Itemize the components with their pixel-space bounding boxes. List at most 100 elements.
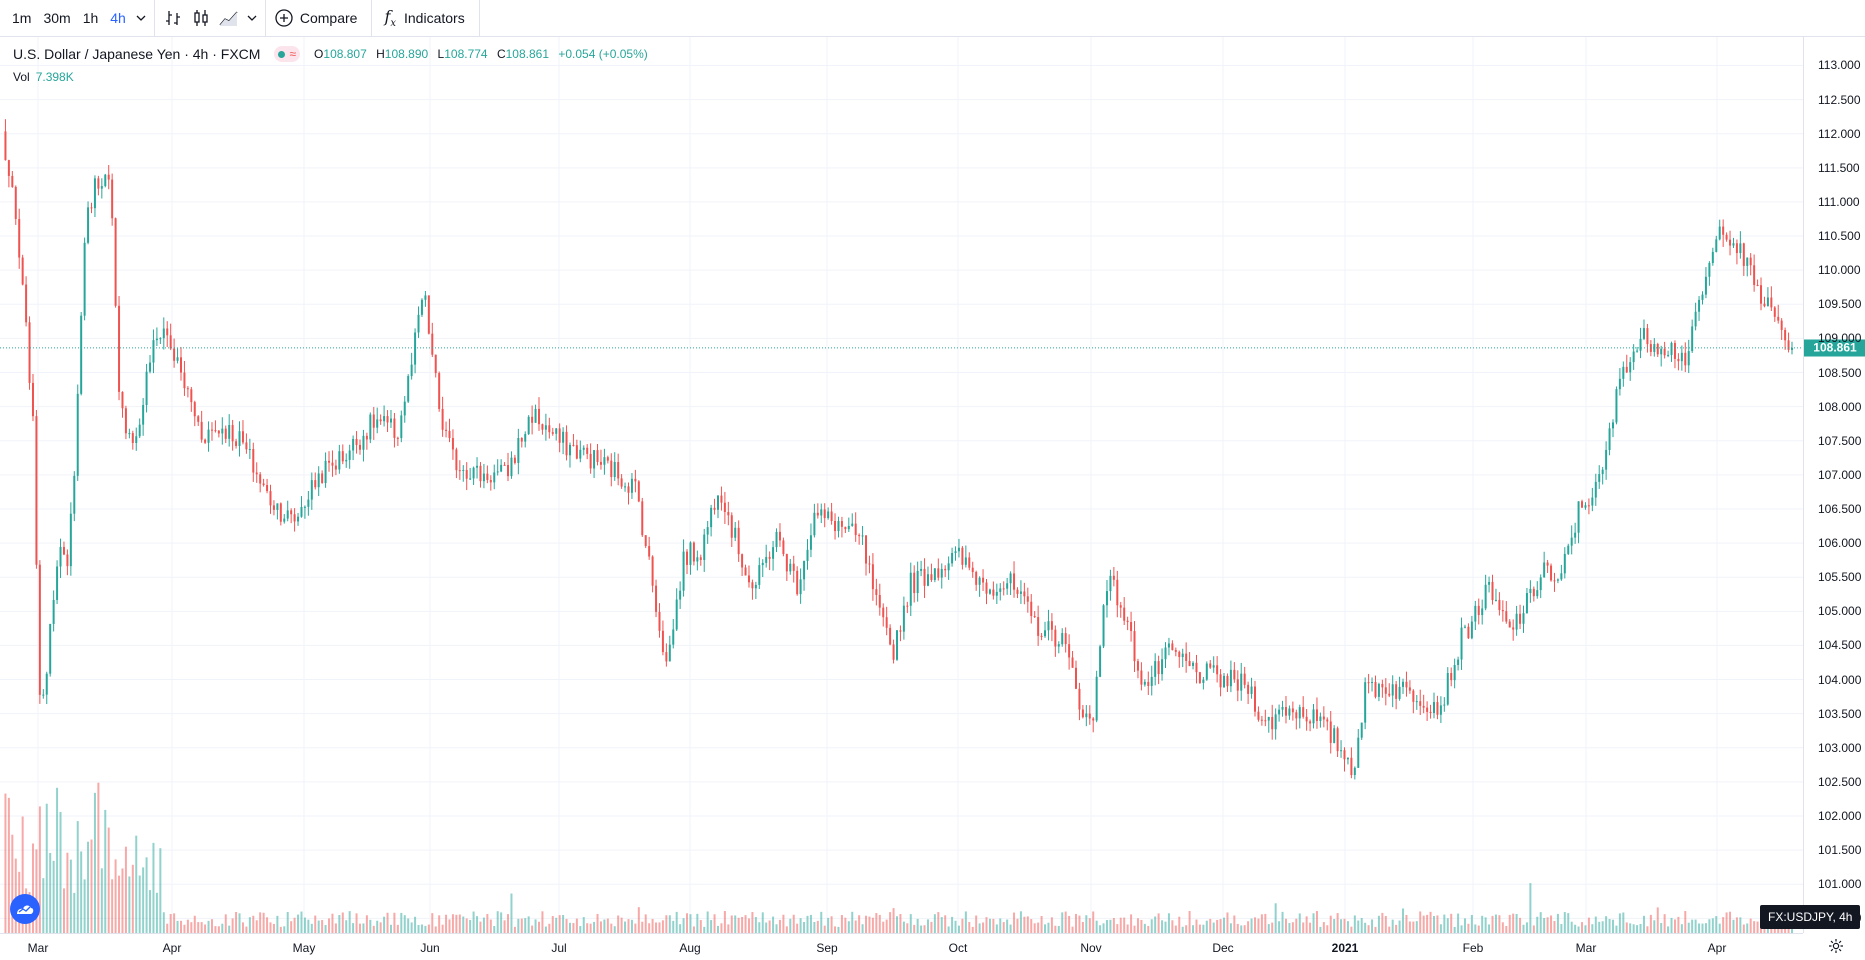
candle-body (190, 389, 193, 403)
volume-bar (761, 912, 764, 933)
chart-pane[interactable] (0, 37, 1803, 933)
volume-bar (624, 921, 627, 933)
candle-body (328, 460, 331, 463)
price-chart[interactable] (0, 37, 1803, 933)
candle-body (118, 305, 121, 392)
candle-body (1494, 599, 1497, 601)
candle-body (1763, 303, 1766, 307)
candle-body (1302, 707, 1305, 717)
volume-histogram (4, 782, 1793, 933)
candle-body (317, 473, 320, 488)
volume-bar (1481, 915, 1484, 933)
candle-body (751, 582, 754, 589)
candle-body (689, 542, 692, 565)
volume-bar (758, 922, 761, 933)
volume-bar (1364, 922, 1367, 933)
candle-body (1061, 633, 1064, 645)
volume-bar (1171, 920, 1174, 933)
volume-bar (686, 913, 689, 933)
candle-body (124, 408, 127, 434)
candle-body (1436, 702, 1439, 715)
volume-bar (283, 926, 286, 933)
volume-bar (1605, 916, 1608, 933)
volume-bar (679, 924, 682, 933)
volume-bar (1054, 925, 1057, 933)
volume-bar (692, 926, 695, 933)
candle-body (458, 470, 461, 472)
volume-bar (438, 915, 441, 933)
candle-body (1264, 720, 1267, 722)
interval-4h-button[interactable]: 4h (110, 10, 126, 26)
volume-label[interactable]: Vol (13, 70, 30, 84)
volume-bar (45, 803, 48, 933)
candle-body (200, 421, 203, 440)
volume-bar (923, 925, 926, 933)
candle-body (297, 516, 300, 522)
volume-bar (1391, 919, 1394, 933)
volume-bar (858, 915, 861, 933)
candle-body (1367, 682, 1370, 684)
volume-bar (909, 914, 912, 933)
candle-body (1570, 537, 1573, 546)
area-icon[interactable] (215, 0, 243, 37)
time-tick-label: Aug (679, 941, 701, 955)
candle-body (1019, 591, 1022, 594)
market-status-badge[interactable]: ≈ (274, 46, 301, 62)
volume-bar (892, 908, 895, 933)
candle-body (1505, 611, 1508, 622)
interval-1h-button[interactable]: 1h (82, 10, 99, 26)
candle-body (1463, 626, 1466, 628)
candle-body (1030, 601, 1033, 617)
volume-bar (1315, 911, 1318, 933)
candle-body (1267, 716, 1270, 721)
volume-bar (210, 919, 213, 933)
volume-bar (775, 924, 778, 933)
candle-body (1023, 591, 1026, 597)
volume-bar (1006, 919, 1009, 933)
plus-circle-icon (275, 9, 293, 27)
price-axis[interactable]: 108.861 113.000 112.500 112.000 111.500 111.… (1803, 37, 1865, 933)
gear-icon[interactable] (1826, 936, 1846, 956)
interval-menu-chevron-down-icon[interactable] (132, 0, 150, 37)
candles-icon[interactable] (187, 0, 215, 37)
volume-bar (1123, 917, 1126, 933)
candle-body (1002, 588, 1005, 590)
chart-type-chevron-down-icon[interactable] (243, 0, 261, 37)
time-axis[interactable]: Mar Apr May Jun Jul Aug Sep Oct Nov Dec 2021 Feb Mar… (0, 933, 1803, 960)
volume-bar (1612, 919, 1614, 933)
indicators-button[interactable]: fx Indicators (376, 0, 474, 37)
volume-bar (1212, 922, 1215, 933)
volume-bar (389, 924, 392, 933)
candle-body (496, 471, 499, 473)
volume-bar (11, 834, 14, 933)
volume-bar (159, 848, 162, 933)
candle-body (407, 376, 410, 402)
candle-body (197, 416, 200, 422)
candle-body (1233, 669, 1236, 680)
candle-body (1749, 257, 1752, 266)
compare-button[interactable]: Compare (270, 0, 368, 37)
candle-body (400, 415, 403, 439)
candle-body (269, 491, 272, 506)
volume-bar (730, 915, 733, 933)
volume-bar (1560, 924, 1563, 933)
interval-30m-button[interactable]: 30m (43, 10, 71, 26)
candle-body (1522, 613, 1525, 624)
volume-bar (1708, 919, 1711, 933)
candle-body (555, 428, 558, 434)
volume-bar (338, 914, 341, 933)
candle-body (1529, 588, 1532, 594)
candle-body (1346, 757, 1349, 760)
candle-body (858, 535, 861, 537)
symbol-title[interactable]: U.S. Dollar / Japanese Yen · 4h · FXCM (13, 46, 261, 62)
volume-bar (630, 919, 633, 933)
volume-bar (1660, 922, 1663, 933)
candle-body (1687, 351, 1690, 366)
candle-body (1219, 674, 1222, 688)
candle-body (562, 431, 565, 443)
tradingview-logo-icon[interactable] (10, 894, 40, 924)
interval-1m-button[interactable]: 1m (12, 10, 32, 26)
high-label: H (376, 47, 385, 61)
bars-icon[interactable] (159, 0, 187, 37)
price-tick-label: 107.500 (1818, 433, 1862, 448)
